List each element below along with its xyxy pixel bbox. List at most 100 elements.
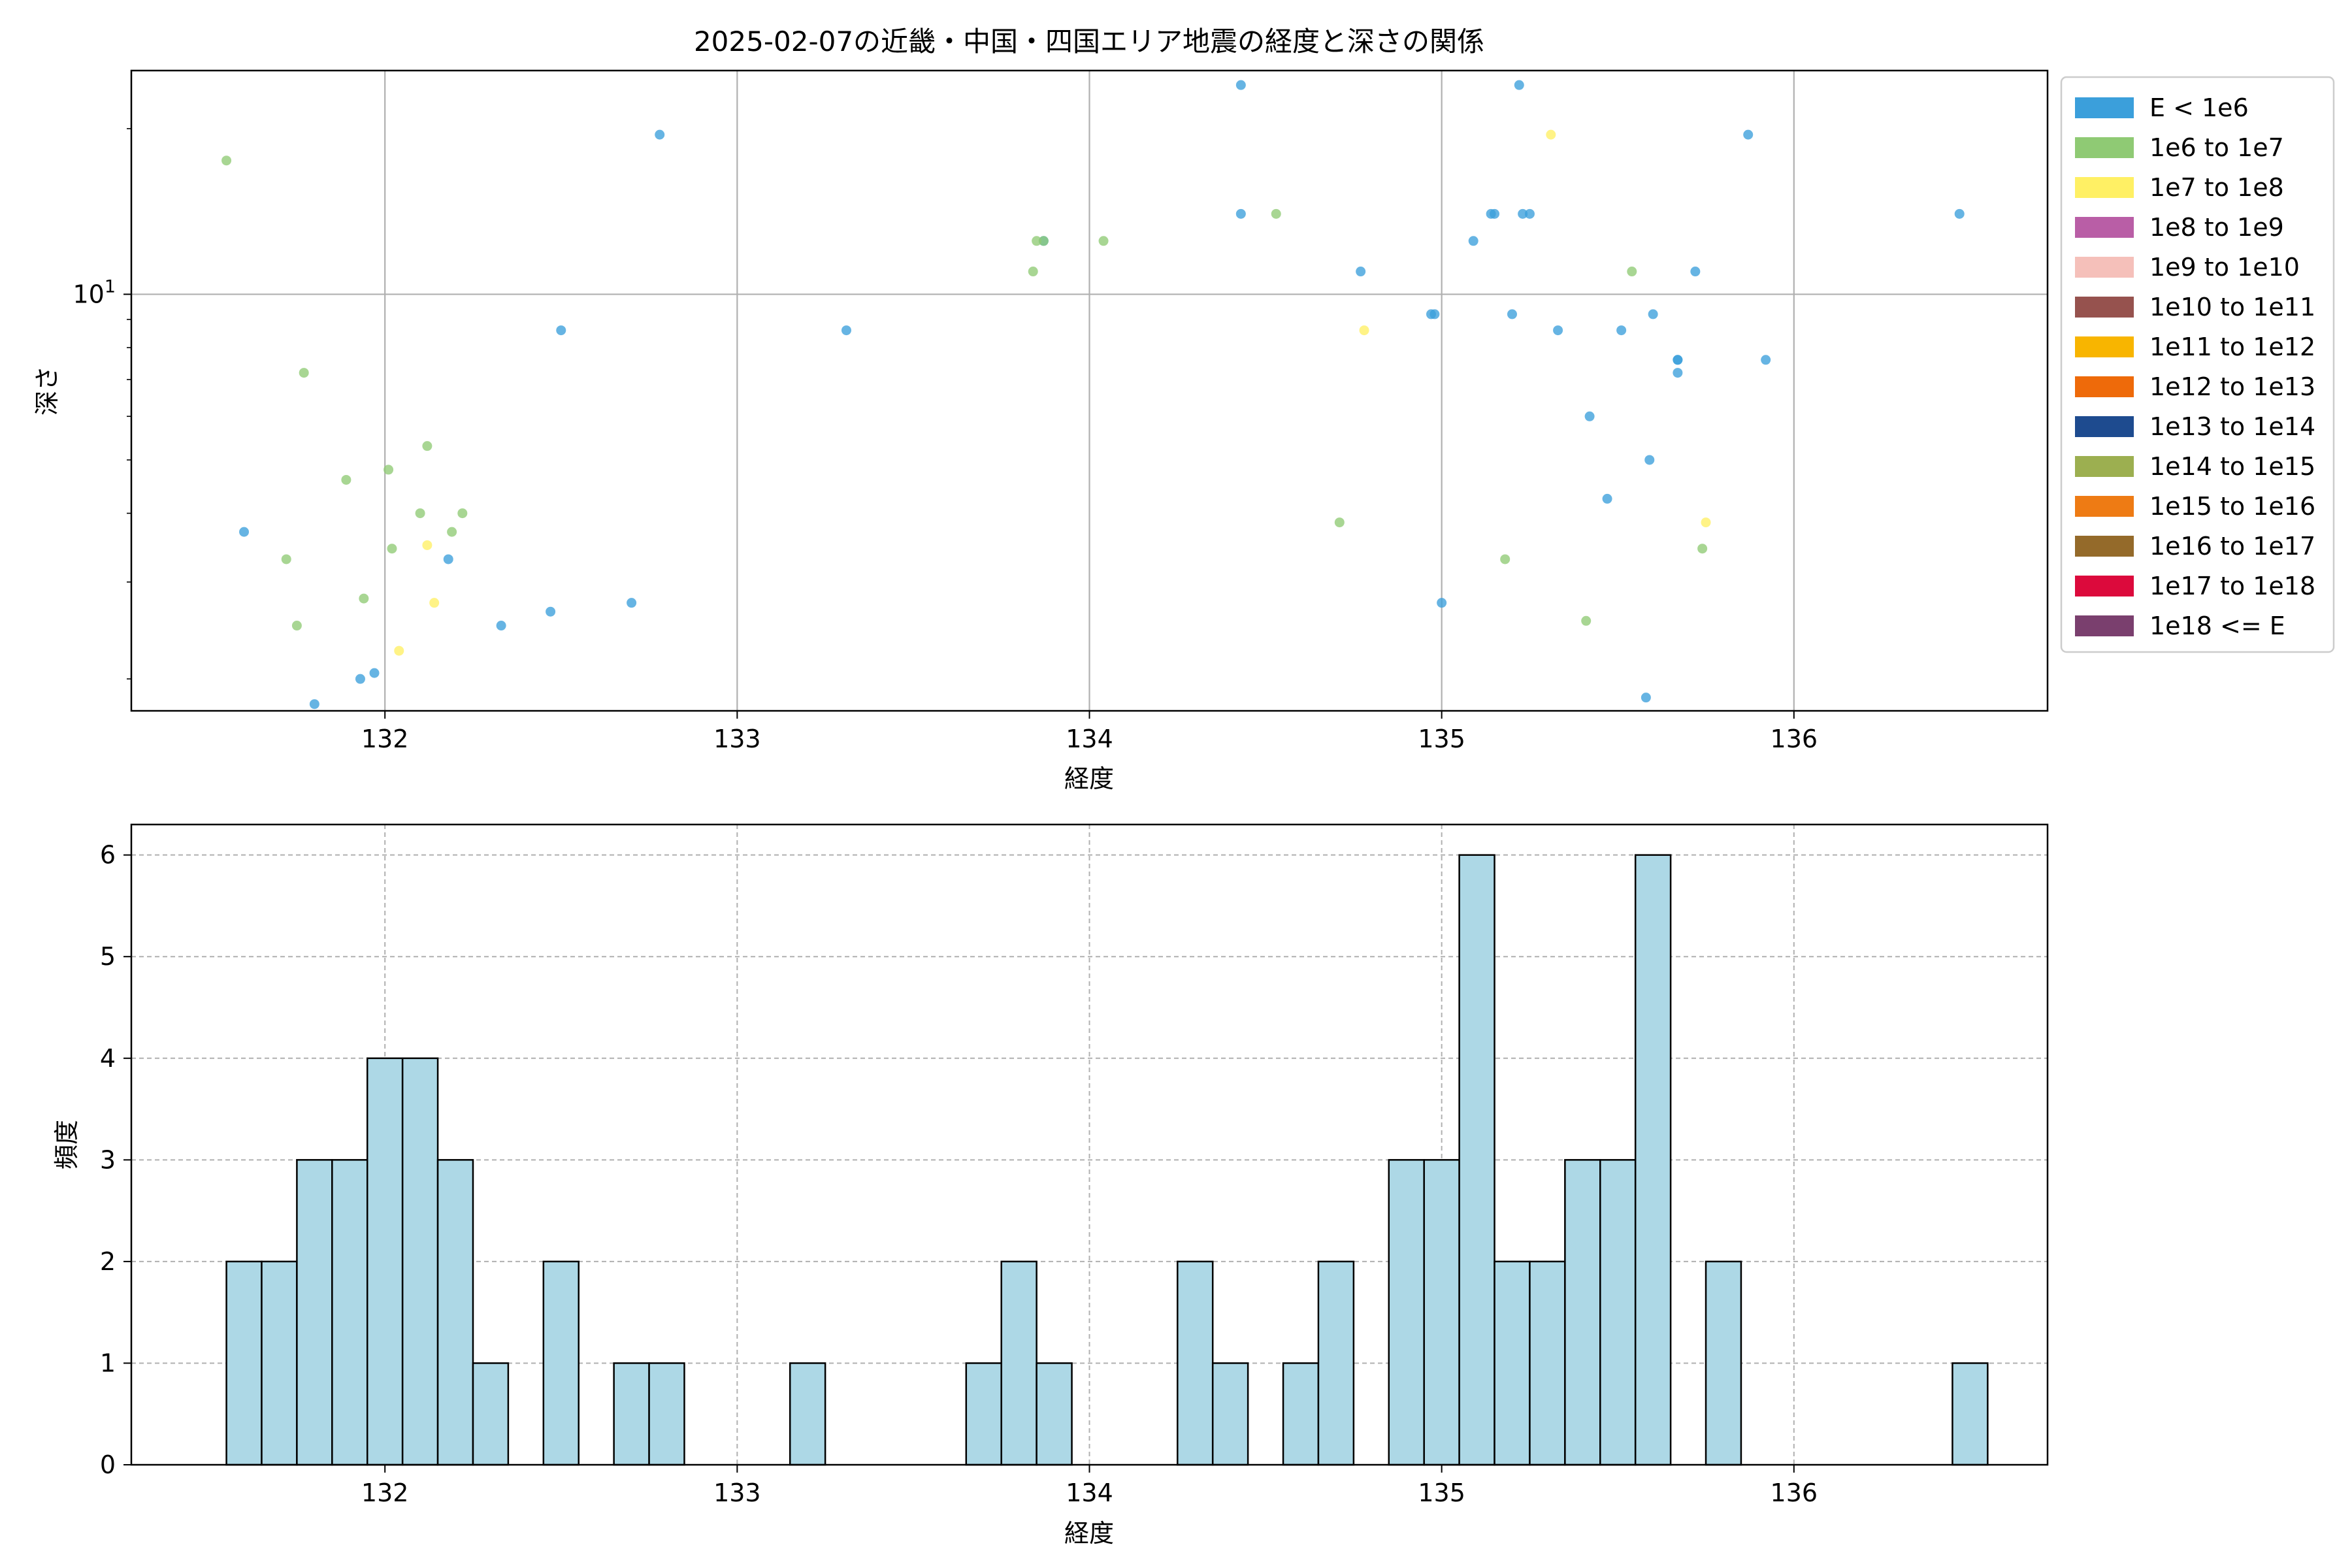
legend: E < 1e6 1e6 to 1e7 1e7 to 1e8 1e8 to 1e9 1e9… bbox=[2060, 76, 2335, 653]
histogram-x-tick-label: 135 bbox=[1418, 1478, 1465, 1507]
legend-label: 1e13 to 1e14 bbox=[2149, 412, 2315, 441]
scatter-point bbox=[387, 544, 397, 554]
scatter-point bbox=[299, 368, 309, 378]
histogram-y-tick-label: 5 bbox=[100, 942, 116, 971]
scatter-plot: 132 133 134 135 136 101 bbox=[73, 69, 2049, 753]
scatter-x-axis: 132 133 134 135 136 bbox=[361, 711, 1818, 753]
scatter-point bbox=[627, 598, 637, 608]
scatter-points bbox=[221, 80, 1965, 710]
histogram-bar bbox=[1388, 1159, 1425, 1466]
scatter-point bbox=[1038, 236, 1049, 246]
legend-entry: 1e16 to 1e17 bbox=[2075, 532, 2315, 561]
scatter-point bbox=[1514, 80, 1524, 90]
scatter-point bbox=[1743, 129, 1754, 140]
histogram-bar bbox=[1177, 1260, 1214, 1466]
legend-swatch bbox=[2075, 177, 2134, 198]
scatter-point bbox=[1507, 309, 1517, 319]
scatter-point bbox=[546, 606, 556, 617]
histogram-bar bbox=[1599, 1159, 1637, 1466]
legend-label: 1e17 to 1e18 bbox=[2149, 572, 2315, 600]
scatter-point bbox=[1616, 325, 1627, 336]
scatter-point bbox=[422, 540, 433, 550]
scatter-title: 2025-02-07の近畿・中国・四国エリア地震の経度と深さの関係 bbox=[694, 25, 1484, 57]
histogram-bar bbox=[1211, 1362, 1249, 1466]
scatter-point bbox=[415, 508, 425, 519]
legend-entry: 1e9 to 1e10 bbox=[2075, 253, 2300, 282]
legend-entry: 1e13 to 1e14 bbox=[2075, 412, 2315, 441]
scatter-x-tick-label: 136 bbox=[1771, 725, 1818, 753]
scatter-point bbox=[655, 129, 665, 140]
scatter-point bbox=[1690, 267, 1701, 277]
histogram-y-tick-label: 6 bbox=[100, 841, 116, 870]
scatter-point bbox=[556, 325, 566, 336]
histogram-bar bbox=[436, 1159, 474, 1466]
histogram-x-tick-label: 136 bbox=[1771, 1478, 1818, 1507]
scatter-point bbox=[394, 645, 404, 656]
legend-entries: E < 1e6 1e6 to 1e7 1e7 to 1e8 1e8 to 1e9 1e9… bbox=[2075, 93, 2315, 640]
histogram-x-tick-label: 134 bbox=[1066, 1478, 1113, 1507]
legend-label: 1e9 to 1e10 bbox=[2149, 253, 2300, 282]
legend-label: E < 1e6 bbox=[2149, 93, 2249, 122]
scatter-point bbox=[457, 508, 468, 519]
scatter-point bbox=[341, 474, 351, 485]
legend-entry: 1e14 to 1e15 bbox=[2075, 452, 2315, 481]
legend-entry: 1e15 to 1e16 bbox=[2075, 492, 2315, 521]
scatter-point bbox=[281, 554, 291, 564]
scatter-point bbox=[1032, 236, 1042, 246]
histogram-bar bbox=[648, 1362, 685, 1466]
scatter-y-label: 深さ bbox=[33, 366, 61, 416]
histogram-y-tick-label: 3 bbox=[100, 1145, 116, 1174]
scatter-y-tick-exponent: 1 bbox=[105, 276, 116, 297]
scatter-point bbox=[384, 465, 394, 475]
legend-label: 1e8 to 1e9 bbox=[2149, 213, 2284, 242]
legend-entry: 1e10 to 1e11 bbox=[2075, 293, 2315, 321]
scatter-point bbox=[291, 621, 302, 631]
legend-swatch bbox=[2075, 97, 2134, 118]
histogram-bar bbox=[261, 1260, 298, 1466]
histogram-x-axis: 132 133 134 135 136 bbox=[361, 1465, 1818, 1507]
legend-entry: E < 1e6 bbox=[2075, 93, 2249, 122]
scatter-point bbox=[447, 527, 457, 537]
scatter-point bbox=[1028, 267, 1038, 277]
scatter-point bbox=[1553, 325, 1563, 336]
histogram-bar bbox=[366, 1057, 404, 1466]
scatter-point bbox=[1673, 355, 1683, 365]
legend-label: 1e10 to 1e11 bbox=[2149, 293, 2315, 321]
histogram-x-label: 経度 bbox=[1064, 1519, 1114, 1548]
scatter-point bbox=[1235, 208, 1246, 219]
scatter-y-axis: 101 bbox=[73, 128, 131, 679]
legend-swatch bbox=[2075, 496, 2134, 517]
legend-entry: 1e6 to 1e7 bbox=[2075, 133, 2284, 162]
scatter-point bbox=[1602, 493, 1612, 504]
histogram-bar bbox=[965, 1362, 1002, 1466]
histogram-bar bbox=[1458, 854, 1495, 1466]
histogram-bar bbox=[542, 1260, 580, 1466]
legend-label: 1e15 to 1e16 bbox=[2149, 492, 2315, 521]
scatter-point bbox=[239, 527, 250, 537]
scatter-point bbox=[1359, 325, 1369, 336]
legend-swatch bbox=[2075, 456, 2134, 477]
legend-label: 1e12 to 1e13 bbox=[2149, 372, 2315, 401]
legend-swatch bbox=[2075, 137, 2134, 158]
scatter-point bbox=[359, 593, 369, 604]
scatter-point bbox=[1429, 309, 1440, 319]
legend-swatch bbox=[2075, 297, 2134, 318]
histogram-bar bbox=[1952, 1362, 1989, 1466]
histogram-bar bbox=[296, 1159, 333, 1466]
histogram-bar bbox=[1423, 1159, 1460, 1466]
histogram-bar bbox=[401, 1057, 439, 1466]
histogram-bar bbox=[1705, 1260, 1742, 1466]
scatter-x-label: 経度 bbox=[1064, 764, 1114, 793]
histogram-y-axis: 0 1 2 3 4 5 6 bbox=[100, 841, 131, 1479]
scatter-x-tick-label: 135 bbox=[1418, 725, 1465, 753]
legend-entry: 1e12 to 1e13 bbox=[2075, 372, 2315, 401]
histogram-x-tick-label: 132 bbox=[361, 1478, 409, 1507]
histogram-bars bbox=[225, 854, 1989, 1466]
legend-swatch bbox=[2075, 576, 2134, 596]
histogram-y-label: 頻度 bbox=[52, 1120, 81, 1169]
histogram-bar bbox=[1529, 1260, 1566, 1466]
scatter-point bbox=[1641, 693, 1651, 703]
histogram: 132 133 134 135 136 0 1 2 3 4 5 6 bbox=[100, 823, 2049, 1507]
legend-label: 1e16 to 1e17 bbox=[2149, 532, 2315, 561]
scatter-point bbox=[1356, 267, 1366, 277]
